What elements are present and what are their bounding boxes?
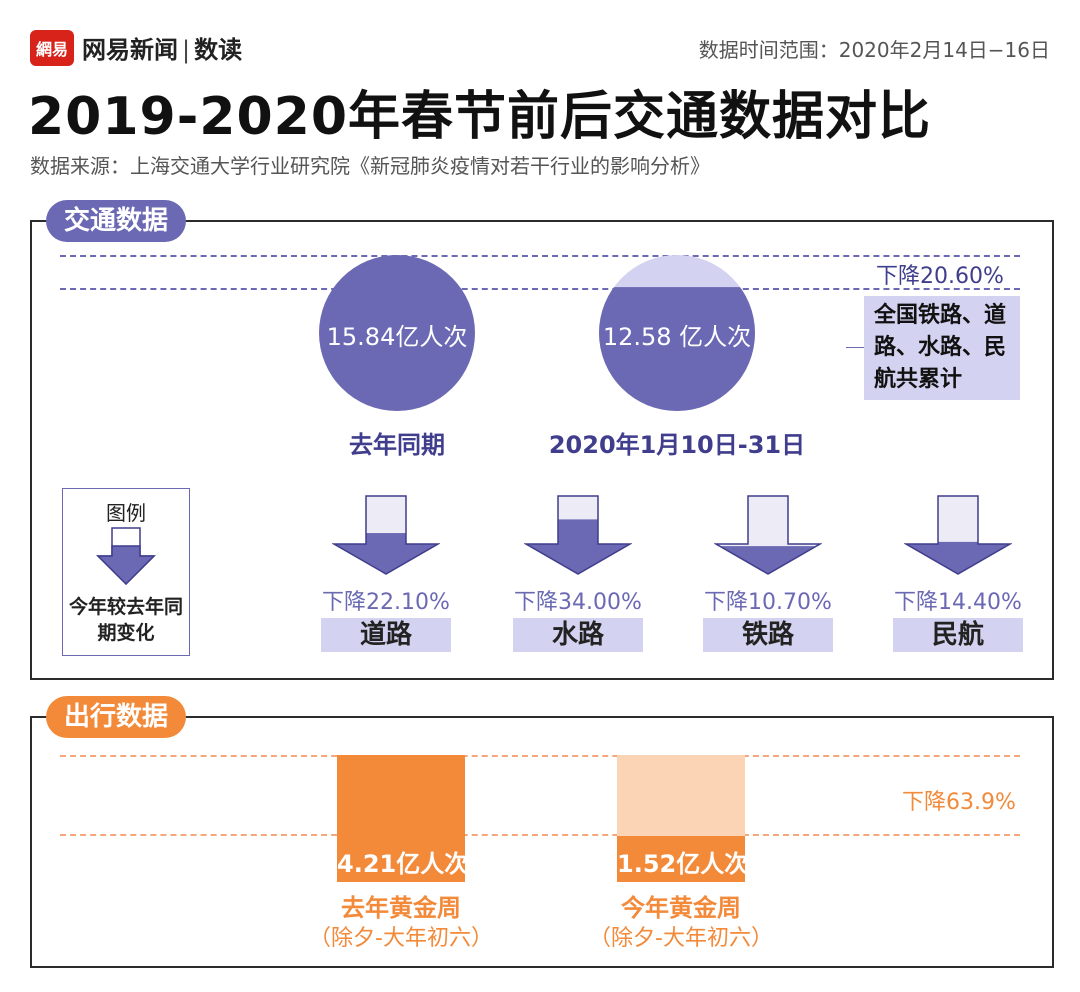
note-connector <box>846 347 864 348</box>
page-title: 2019-2020年春节前后交通数据对比 <box>28 87 932 147</box>
netease-logo: 網易 <box>30 30 74 66</box>
legend-arrow-icon <box>96 527 156 586</box>
brand-sub: 数读 <box>194 36 243 64</box>
drop-dashed-line <box>60 288 1020 290</box>
travel-drop-dashed-line <box>60 834 1020 836</box>
change-pct-label: 下降10.70% <box>704 590 832 615</box>
circle-2 <box>599 255 755 411</box>
travel-drop-label: 下降63.9% <box>902 790 1016 815</box>
change-pct-label: 下降34.00% <box>514 590 642 615</box>
circle-category-label: 2020年1月10日-31日 <box>548 431 806 459</box>
transport-mode-label: 铁路 <box>703 618 833 652</box>
transport-mode-label: 民航 <box>893 618 1023 652</box>
bar-value-label: 4.21亿人次 <box>337 850 469 878</box>
data-source: 数据来源：上海交通大学行业研究院《新冠肺炎疫情对若干行业的影响分析》 <box>30 154 710 178</box>
brand-separator: | <box>182 36 191 64</box>
circle-category-label: 去年同期 <box>349 431 445 459</box>
transport-mode-label: 水路 <box>513 618 643 652</box>
top-dashed-line <box>60 255 1020 257</box>
circle-1 <box>319 255 475 411</box>
brand-name: 网易新闻 | 数读 <box>82 30 242 65</box>
bar-category-label: 今年黄金周 <box>621 894 741 922</box>
legend-desc: 今年较去年同期变化 <box>68 596 183 644</box>
down-arrow-icon <box>524 495 632 575</box>
bar-category-label: 去年黄金周 <box>341 894 461 922</box>
traffic-section-label: 交通数据 <box>46 200 187 242</box>
brand-main: 网易新闻 <box>82 36 178 64</box>
down-arrow-icon <box>714 495 822 575</box>
bar-category-note: （除夕-大年初六） <box>589 926 773 951</box>
down-arrow-icon <box>332 495 440 575</box>
travel-section-label: 出行数据 <box>46 696 187 738</box>
circle-value-label: 15.84亿人次 <box>326 323 468 351</box>
total-drop-label: 下降20.60% <box>876 264 1004 289</box>
bar-value-label: 1.52亿人次 <box>617 850 749 878</box>
date-range: 数据时间范围：2020年2月14日−16日 <box>698 38 1050 62</box>
note-box: 全国铁路、道路、水路、民航共累计 <box>864 296 1020 400</box>
bar <box>337 755 465 882</box>
bar <box>617 836 745 882</box>
circle-value-label: 12.58 亿人次 <box>602 323 752 351</box>
down-arrow-icon <box>904 495 1012 575</box>
travel-top-dashed-line <box>60 755 1020 757</box>
transport-mode-label: 道路 <box>321 618 451 652</box>
legend-box: 图例 今年较去年同期变化 <box>62 488 190 656</box>
travel-panel <box>30 716 1054 968</box>
legend-title: 图例 <box>106 501 146 525</box>
change-pct-label: 下降22.10% <box>322 590 450 615</box>
bar-category-note: （除夕-大年初六） <box>309 926 493 951</box>
change-pct-label: 下降14.40% <box>894 590 1022 615</box>
